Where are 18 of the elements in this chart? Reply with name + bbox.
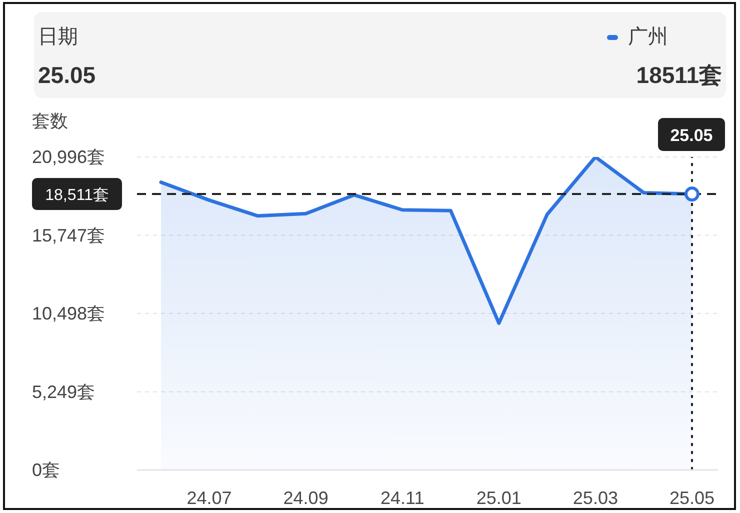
x-tick-label: 24.09	[283, 488, 328, 508]
text: 18511套	[636, 61, 722, 90]
y-tick-label: 0套	[32, 460, 60, 480]
text: 25.05	[38, 61, 96, 90]
ref-line-label: 25.05	[670, 126, 713, 145]
y-tick-label: 15,747套	[32, 225, 106, 246]
x-tick-label: 25.03	[572, 488, 618, 508]
text: 日期	[38, 25, 78, 50]
x-tick-label: 24.07	[186, 488, 232, 508]
x-tick-label: 25.05	[669, 488, 715, 508]
ref-line-label: 18,511套	[45, 187, 109, 204]
y-tick-label: 5,249套	[32, 382, 96, 402]
y-tick-label: 10,498套	[32, 304, 106, 324]
legend-label: 广州	[628, 25, 668, 50]
x-tick-label: 24.11	[380, 488, 424, 508]
y-tick-label: 20,996套	[32, 147, 106, 167]
x-tick-label: 25.01	[476, 488, 522, 508]
y-axis-title: 套数	[32, 110, 68, 132]
